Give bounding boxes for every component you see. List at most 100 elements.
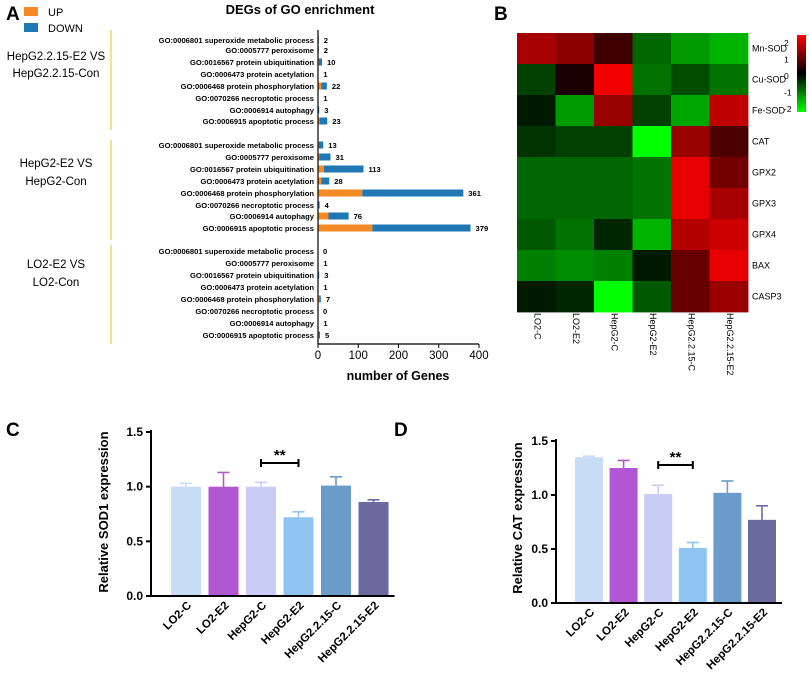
legend-swatch-down [24, 23, 38, 32]
heatmap-cell [517, 188, 556, 220]
heatmap-cell [594, 126, 633, 158]
color-scale-label: 0 [784, 71, 789, 81]
bar-down [318, 106, 320, 114]
bar-down [319, 153, 331, 161]
term-label: GO:0006801 superoxide metabolic process [159, 36, 314, 45]
x-tick-label: 100 [349, 350, 368, 362]
term-label: GO:0006473 protein acetylation [200, 283, 314, 292]
heatmap-cell [555, 95, 595, 127]
heatmap-cell [555, 157, 595, 189]
heatmap-cell [671, 95, 710, 127]
bar-down [319, 295, 321, 303]
color-scale-label: 1 [784, 55, 789, 65]
bar-down [362, 189, 464, 197]
x-tick-label: 300 [429, 350, 448, 362]
heatmap-cell [671, 157, 710, 189]
heatmap-cell [632, 281, 672, 313]
term-label: GO:0006914 autophagy [230, 106, 315, 115]
bar-count-label: 113 [368, 165, 380, 174]
term-label: GO:0070266 necroptotic process [195, 94, 314, 103]
heatmap-row-label: GPX3 [752, 199, 776, 209]
term-label: GO:0005777 peroxisome [225, 259, 314, 268]
term-label: GO:0006468 protein phosphorylation [181, 82, 315, 91]
term-label: GO:0006801 superoxide metabolic process [159, 247, 314, 256]
heatmap-cell [517, 95, 556, 127]
bar-down [318, 271, 320, 279]
heatmap-cell [594, 157, 633, 189]
y-tick-label: 0.5 [531, 542, 548, 556]
bar-down [372, 224, 471, 232]
term-label: GO:0016567 protein ubiquitination [190, 165, 314, 174]
heatmap-cell [709, 95, 749, 127]
panel-letter-a: A [6, 4, 20, 25]
heatmap-cell [709, 219, 749, 251]
bar-count-label: 7 [326, 295, 330, 304]
y-tick-label: 1.5 [126, 425, 143, 439]
heatmap-row-label: GPX2 [752, 168, 776, 178]
heatmap-cell [517, 281, 556, 313]
bar-down [319, 117, 328, 125]
heatmap-cell [555, 250, 595, 282]
significance-label: ** [274, 447, 286, 464]
bar-up [318, 117, 320, 125]
heatmap-cell [709, 250, 749, 282]
bar-up [318, 177, 322, 185]
bar-count-label: 2 [324, 36, 328, 45]
heatmap-cell [555, 281, 595, 313]
bar-count-label: 76 [354, 212, 362, 221]
panel-letter-c: C [6, 420, 20, 441]
bar-down [318, 58, 323, 66]
bar [678, 547, 707, 603]
y-tick-label: 1.0 [126, 480, 143, 494]
heatmap-cell [517, 126, 556, 158]
heatmap-cell [517, 64, 556, 96]
x-tick-label: 0 [315, 350, 321, 362]
group-label: HepG2.2.15-Con [13, 68, 100, 80]
heatmap-cell [632, 250, 672, 282]
bar-count-label: 1 [323, 259, 328, 268]
bar-down [318, 331, 321, 339]
heatmap-cell [555, 64, 595, 96]
heatmap-cell [632, 33, 672, 65]
bar [713, 492, 742, 603]
bar-down [318, 141, 324, 149]
heatmap-cell [517, 219, 556, 251]
heatmap-cell [594, 188, 633, 220]
bar-count-label: 31 [335, 153, 344, 162]
term-label: GO:0006914 autophagy [230, 212, 315, 221]
color-scale-bar [797, 35, 806, 112]
y-tick-label: 1.0 [531, 488, 548, 502]
y-tick-label: 0.0 [126, 589, 143, 603]
heatmap-cell [555, 188, 595, 220]
heatmap-cell [632, 188, 672, 220]
y-axis-label: Relative CAT expression [510, 442, 525, 594]
bar-count-label: 5 [325, 331, 330, 340]
bar [748, 519, 776, 603]
y-tick-label: 1.5 [531, 434, 548, 448]
bar-count-label: 23 [332, 117, 340, 126]
color-scale-label: -2 [784, 104, 792, 114]
bar-down [324, 165, 364, 173]
x-axis-label: number of Genes [347, 369, 450, 383]
heatmap-cell [709, 33, 749, 65]
heatmap-col-label: LO2-E2 [571, 313, 581, 344]
bar-up [318, 82, 322, 90]
heatmap-cell [517, 250, 556, 282]
heatmap-cell [555, 126, 595, 158]
chart-title: DEGs of GO enrichment [226, 2, 375, 17]
bar-count-label: 1 [323, 94, 328, 103]
bar-count-label: 3 [324, 271, 328, 280]
bar [321, 485, 351, 596]
bar-down [321, 177, 330, 185]
heatmap-cell [594, 250, 633, 282]
heatmap-cell [555, 219, 595, 251]
heatmap-cell [671, 188, 710, 220]
heatmap-cell [632, 126, 672, 158]
bar-count-label: 361 [468, 189, 481, 198]
heatmap-cell [632, 157, 672, 189]
bar-up [318, 212, 329, 220]
bar-up [318, 295, 320, 303]
x-tick-label: LO2-C [161, 600, 194, 633]
heatmap-cell [594, 219, 633, 251]
